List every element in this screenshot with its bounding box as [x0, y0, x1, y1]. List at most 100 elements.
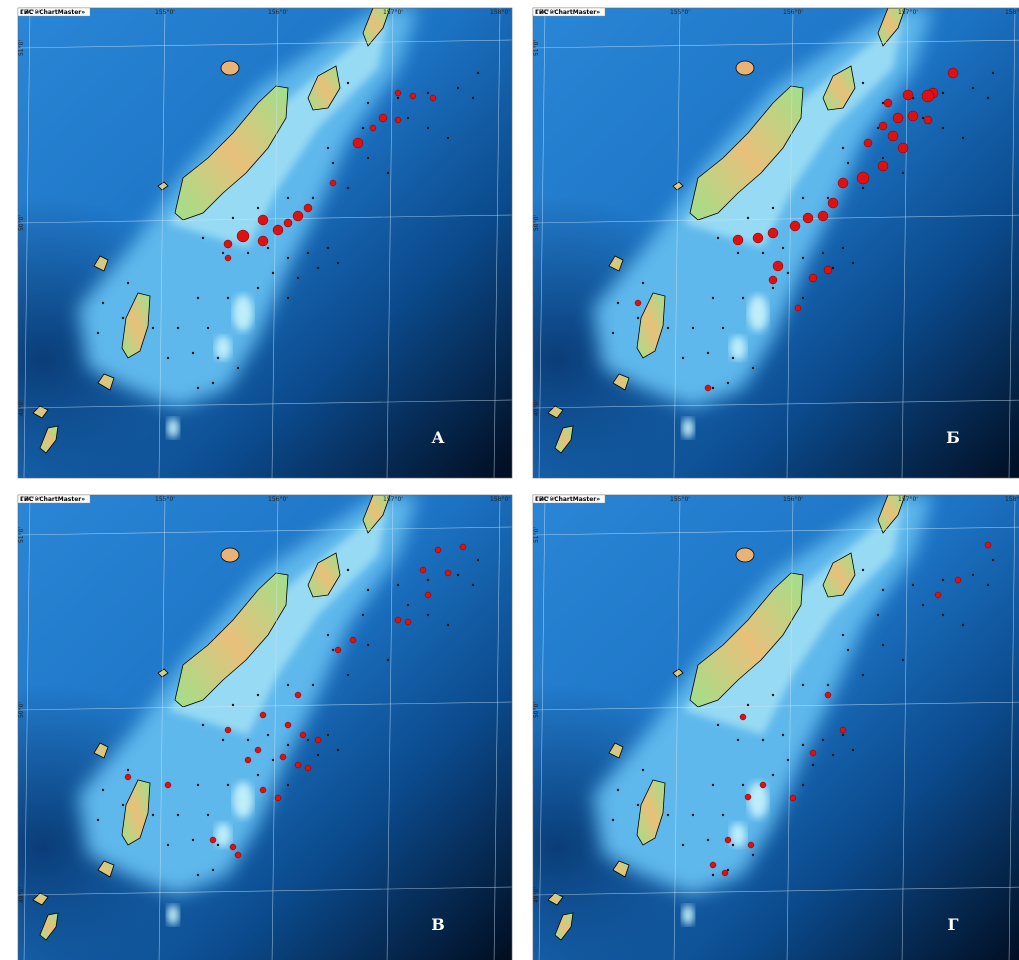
catch-station: [395, 117, 401, 123]
station: [102, 789, 104, 791]
catch-station: [935, 592, 941, 598]
station: [447, 624, 449, 626]
station: [637, 804, 639, 806]
catch-station: [275, 795, 281, 801]
station: [922, 604, 924, 606]
station: [427, 614, 429, 616]
longitude-label: 156°0': [268, 9, 288, 16]
station: [752, 854, 754, 856]
station: [272, 272, 274, 274]
station: [762, 252, 764, 254]
longitude-label: 154°0': [535, 496, 555, 503]
station: [152, 814, 154, 816]
station: [707, 839, 709, 841]
catch-station: [795, 305, 801, 311]
latitude-label: 50°0': [18, 215, 25, 231]
longitude-label: 157°0': [898, 496, 918, 503]
bank: [730, 823, 746, 847]
station: [992, 559, 994, 561]
catch-station: [922, 90, 934, 102]
station: [397, 97, 399, 99]
station: [202, 724, 204, 726]
latitude-label: 49°0': [533, 400, 540, 416]
station: [427, 127, 429, 129]
catch-station: [335, 647, 341, 653]
catch-station: [245, 757, 251, 763]
latitude-label: 49°0': [18, 400, 25, 416]
catch-station: [790, 221, 800, 231]
catch-station: [330, 180, 336, 186]
station: [787, 759, 789, 761]
catch-station: [230, 844, 236, 850]
catch-station: [295, 762, 301, 768]
station: [737, 252, 739, 254]
station: [197, 784, 199, 786]
station: [972, 574, 974, 576]
catch-station: [838, 178, 848, 188]
station: [712, 387, 714, 389]
latitude-label: 50°0': [18, 702, 25, 718]
map-body: [18, 8, 512, 478]
catch-station: [430, 95, 436, 101]
island: [221, 548, 239, 562]
catch-station: [985, 542, 991, 548]
station: [287, 197, 289, 199]
catch-station: [420, 567, 426, 573]
station: [307, 252, 309, 254]
station: [297, 277, 299, 279]
station: [122, 804, 124, 806]
island: [736, 548, 754, 562]
station: [712, 784, 714, 786]
catch-station: [828, 198, 838, 208]
catch-station: [884, 99, 892, 107]
station: [152, 327, 154, 329]
catch-station: [225, 255, 231, 261]
station: [832, 754, 834, 756]
station: [397, 584, 399, 586]
station: [877, 614, 879, 616]
latitude-label: 51°0': [533, 527, 540, 543]
station: [347, 674, 349, 676]
station: [642, 282, 644, 284]
station: [852, 749, 854, 751]
catch-station: [235, 852, 241, 858]
catch-station: [903, 90, 913, 100]
station: [97, 819, 99, 821]
catch-station: [435, 547, 441, 553]
station: [287, 784, 289, 786]
catch-station: [350, 637, 356, 643]
catch-station: [878, 161, 888, 171]
catch-station: [745, 794, 751, 800]
station: [847, 162, 849, 164]
station: [642, 769, 644, 771]
station: [802, 297, 804, 299]
station: [192, 839, 194, 841]
station: [812, 764, 814, 766]
catch-station: [769, 276, 777, 284]
catch-station: [760, 782, 766, 788]
panel-letter: В: [431, 915, 445, 934]
longitude-label: 157°0': [383, 496, 403, 503]
station: [287, 257, 289, 259]
catch-station: [125, 774, 131, 780]
catch-station: [635, 300, 641, 306]
catch-station: [824, 266, 832, 274]
latitude-label: 49°0': [18, 887, 25, 903]
catch-station: [258, 215, 268, 225]
station: [882, 589, 884, 591]
catch-station: [725, 837, 731, 843]
station: [97, 332, 99, 334]
station: [167, 357, 169, 359]
catch-station: [825, 692, 831, 698]
station: [942, 92, 944, 94]
station: [842, 634, 844, 636]
station: [902, 172, 904, 174]
station: [387, 659, 389, 661]
station: [427, 92, 429, 94]
station: [212, 869, 214, 871]
station: [362, 614, 364, 616]
station: [332, 649, 334, 651]
station: [307, 739, 309, 741]
station: [747, 704, 749, 706]
station: [257, 774, 259, 776]
